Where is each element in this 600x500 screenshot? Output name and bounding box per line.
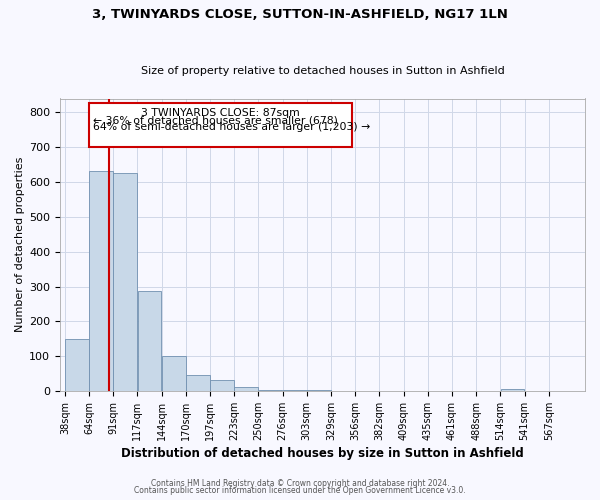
X-axis label: Distribution of detached houses by size in Sutton in Ashfield: Distribution of detached houses by size … — [121, 447, 524, 460]
Y-axis label: Number of detached properties: Number of detached properties — [15, 157, 25, 332]
Text: Contains public sector information licensed under the Open Government Licence v3: Contains public sector information licen… — [134, 486, 466, 495]
Bar — [235, 387, 258, 391]
Bar — [186, 375, 210, 391]
Bar — [307, 390, 331, 391]
Bar — [162, 356, 185, 391]
Bar — [500, 389, 524, 391]
FancyBboxPatch shape — [89, 102, 352, 147]
Text: 64% of semi-detached houses are larger (1,203) →: 64% of semi-detached houses are larger (… — [93, 122, 370, 132]
Bar — [283, 390, 307, 391]
Text: 3, TWINYARDS CLOSE, SUTTON-IN-ASHFIELD, NG17 1LN: 3, TWINYARDS CLOSE, SUTTON-IN-ASHFIELD, … — [92, 8, 508, 20]
Text: ← 36% of detached houses are smaller (678): ← 36% of detached houses are smaller (67… — [93, 115, 338, 125]
Bar — [259, 390, 283, 391]
Bar — [113, 172, 137, 391]
Title: Size of property relative to detached houses in Sutton in Ashfield: Size of property relative to detached ho… — [140, 66, 505, 76]
Bar — [65, 340, 89, 391]
Bar — [210, 380, 234, 391]
Text: Contains HM Land Registry data © Crown copyright and database right 2024.: Contains HM Land Registry data © Crown c… — [151, 478, 449, 488]
Bar — [137, 291, 161, 391]
Text: 3 TWINYARDS CLOSE: 87sqm: 3 TWINYARDS CLOSE: 87sqm — [141, 108, 299, 118]
Bar — [89, 171, 113, 391]
